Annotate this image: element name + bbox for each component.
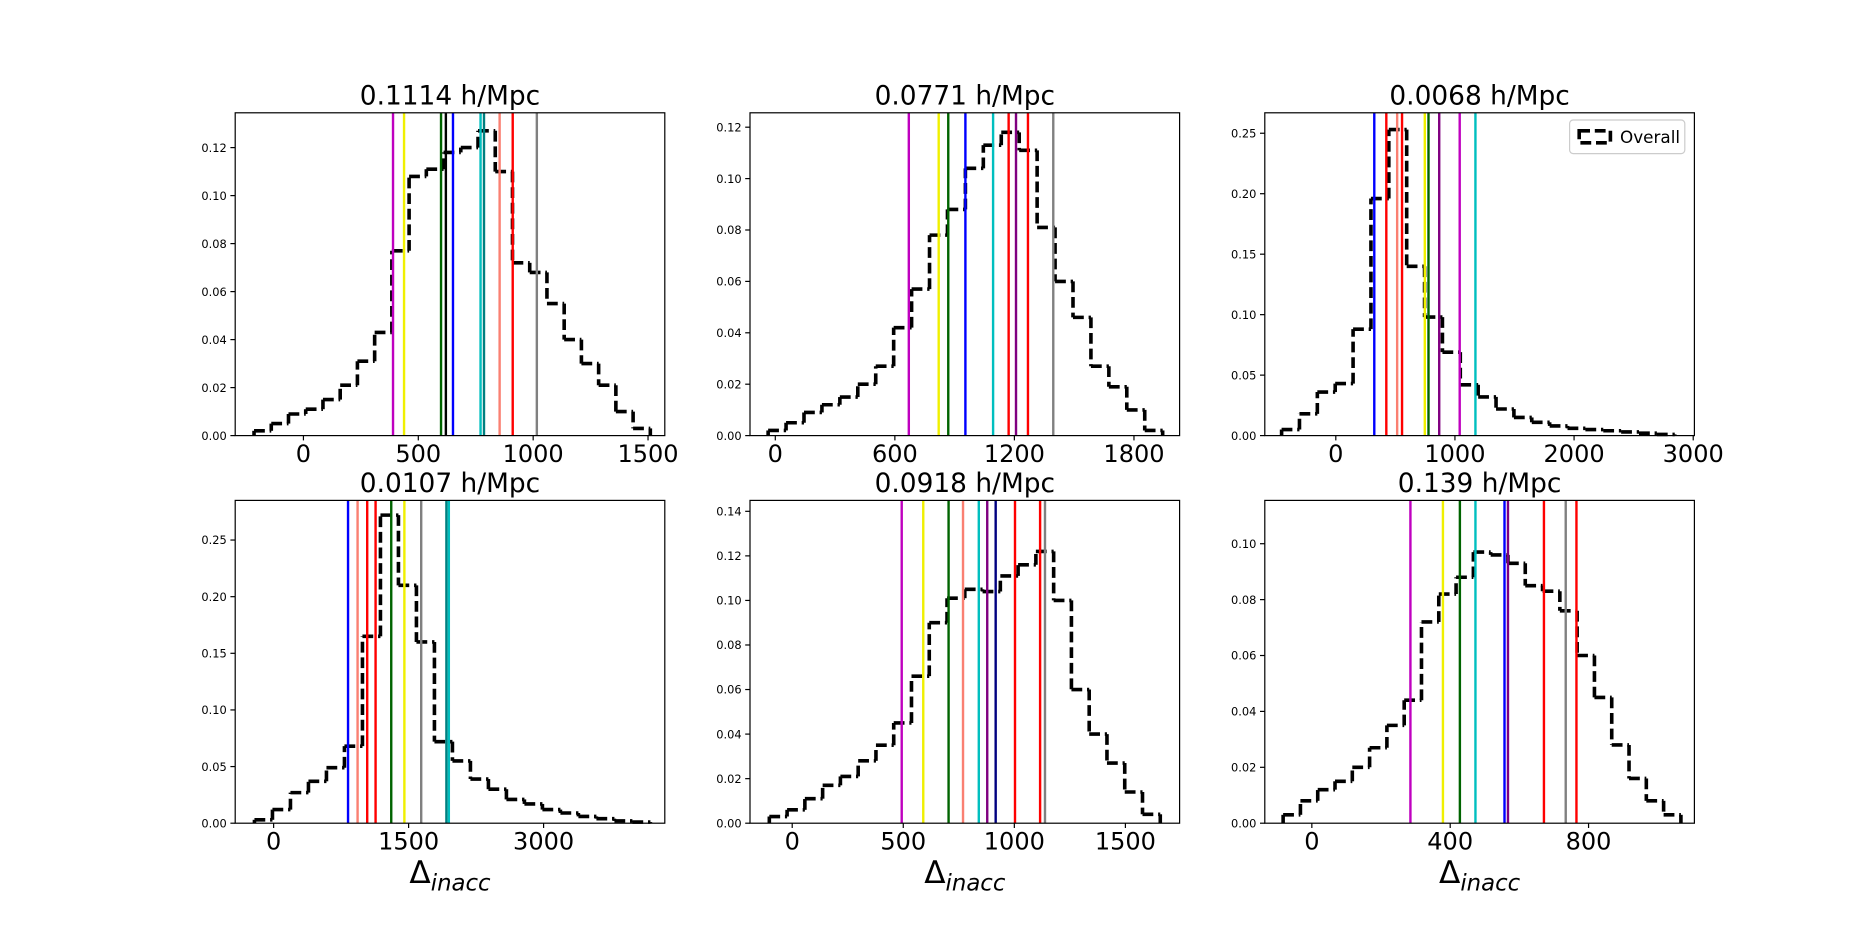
y-tick-label: 0.12 <box>716 120 741 134</box>
axes-frame <box>749 499 1181 824</box>
y-tick-label: 0.05 <box>1231 368 1256 382</box>
y-tick-label: 0.00 <box>716 429 741 443</box>
x-tick-label: 1000 <box>503 440 564 468</box>
y-tick-label: 0.04 <box>201 333 226 347</box>
x-axis-label-sub: inacc <box>1460 870 1520 896</box>
panel-title: 0.0771 h/Mpc <box>875 80 1055 111</box>
x-axis-label-main: Δ <box>924 855 946 891</box>
y-tick-label: 0.04 <box>1231 705 1256 719</box>
panel: 0 1000 2000 3000 0.00 0.05 0.10 0.15 0.20 0.25 0.0… <box>1231 80 1724 468</box>
y-tick-label: 0.06 <box>201 285 226 299</box>
panel-title: 0.0107 h/Mpc <box>360 468 540 499</box>
x-axis-label: Δinacc <box>1439 855 1521 896</box>
y-tick-label: 0.00 <box>1231 429 1256 443</box>
y-tick-label: 0.20 <box>1231 187 1256 201</box>
y-tick-label: 0.10 <box>716 172 741 186</box>
y-tick-label: 0.02 <box>1231 761 1256 775</box>
x-tick-label: 0 <box>296 440 311 468</box>
panel-title: 0.0068 h/Mpc <box>1389 80 1569 111</box>
panel-title: 0.139 h/Mpc <box>1398 468 1562 499</box>
x-tick-label: 3000 <box>1663 440 1724 468</box>
y-tick-label: 0.10 <box>201 703 226 717</box>
y-tick-label: 0.00 <box>1231 816 1256 830</box>
x-tick-label: 0 <box>1304 828 1319 856</box>
panel-title: 0.1114 h/Mpc <box>360 80 540 111</box>
y-tick-label: 0.25 <box>1231 126 1256 140</box>
y-tick-label: 0.20 <box>201 590 226 604</box>
x-tick-label: 0 <box>266 828 281 856</box>
x-tick-label: 1000 <box>984 828 1045 856</box>
y-tick-label: 0.10 <box>1231 537 1256 551</box>
y-tick-label: 0.04 <box>716 326 741 340</box>
y-tick-label: 0.00 <box>201 429 226 443</box>
y-tick-label: 0.12 <box>716 549 741 563</box>
x-tick-label: 600 <box>872 440 918 468</box>
axes-frame <box>1264 112 1695 437</box>
x-tick-label: 400 <box>1427 828 1473 856</box>
y-tick-label: 0.10 <box>201 189 226 203</box>
y-tick-label: 0.08 <box>1231 593 1256 607</box>
axes-frame <box>234 499 666 824</box>
y-tick-label: 0.08 <box>716 638 741 652</box>
y-tick-label: 0.02 <box>716 377 741 391</box>
y-tick-label: 0.04 <box>716 727 741 741</box>
x-axis-label: Δinacc <box>924 855 1006 896</box>
legend-swatch <box>1577 128 1613 145</box>
y-tick-label: 0.08 <box>716 223 741 237</box>
y-tick-label: 0.10 <box>716 594 741 608</box>
x-tick-label: 1200 <box>984 440 1045 468</box>
y-tick-label: 0.14 <box>716 505 741 519</box>
x-tick-label: 3000 <box>513 828 574 856</box>
axes-frame <box>234 112 666 437</box>
x-tick-label: 1500 <box>617 440 678 468</box>
x-tick-label: 1800 <box>1103 440 1164 468</box>
panel: 0 500 1000 1500 0.00 0.02 0.04 0.06 0.08 0.10 0.12… <box>716 468 1181 896</box>
axes-frame <box>1264 499 1695 824</box>
y-tick-label: 0.06 <box>716 275 741 289</box>
x-tick-label: 1000 <box>1424 440 1485 468</box>
panel: 0 600 1200 1800 0.00 0.02 0.04 0.06 0.08 0.10 0.12… <box>716 80 1181 468</box>
panel: 0 1500 3000 0.00 0.05 0.10 0.15 0.20 0.25 0.0107 … <box>201 468 666 896</box>
x-axis-label-sub: inacc <box>431 870 491 896</box>
x-tick-label: 2000 <box>1544 440 1605 468</box>
legend-label: Overall <box>1620 127 1680 147</box>
y-tick-label: 0.00 <box>716 816 741 830</box>
y-tick-label: 0.08 <box>201 237 226 251</box>
panel: 0 500 1000 1500 0.00 0.02 0.04 0.06 0.08 0.10 0.12… <box>201 80 678 468</box>
y-tick-label: 0.25 <box>201 533 226 547</box>
x-tick-label: 500 <box>880 828 926 856</box>
x-axis-label-sub: inacc <box>946 870 1006 896</box>
y-tick-label: 0.15 <box>201 647 226 661</box>
y-tick-label: 0.02 <box>716 772 741 786</box>
y-tick-label: 0.06 <box>716 683 741 697</box>
x-tick-label: 800 <box>1566 828 1612 856</box>
legend-box <box>1569 119 1686 155</box>
x-axis-label-main: Δ <box>409 855 431 891</box>
x-tick-label: 0 <box>785 828 800 856</box>
y-tick-label: 0.15 <box>1231 247 1256 261</box>
y-tick-label: 0.06 <box>1231 649 1256 663</box>
x-axis-label-main: Δ <box>1439 855 1461 891</box>
y-tick-label: 0.10 <box>1231 308 1256 322</box>
axes-frame <box>749 112 1181 437</box>
x-tick-label: 1500 <box>1095 828 1156 856</box>
y-tick-label: 0.02 <box>201 381 226 395</box>
x-tick-label: 0 <box>768 440 783 468</box>
y-tick-label: 0.12 <box>201 141 226 155</box>
y-tick-label: 0.00 <box>201 816 226 830</box>
x-axis-label: Δinacc <box>409 855 491 896</box>
x-tick-label: 500 <box>395 440 441 468</box>
x-tick-label: 1500 <box>378 828 439 856</box>
y-tick-label: 0.05 <box>201 760 226 774</box>
panel-title: 0.0918 h/Mpc <box>875 468 1055 499</box>
panel: 0 400 800 0.00 0.02 0.04 0.06 0.08 0.10 0.139 h/M… <box>1231 468 1695 896</box>
x-tick-label: 0 <box>1328 440 1343 468</box>
